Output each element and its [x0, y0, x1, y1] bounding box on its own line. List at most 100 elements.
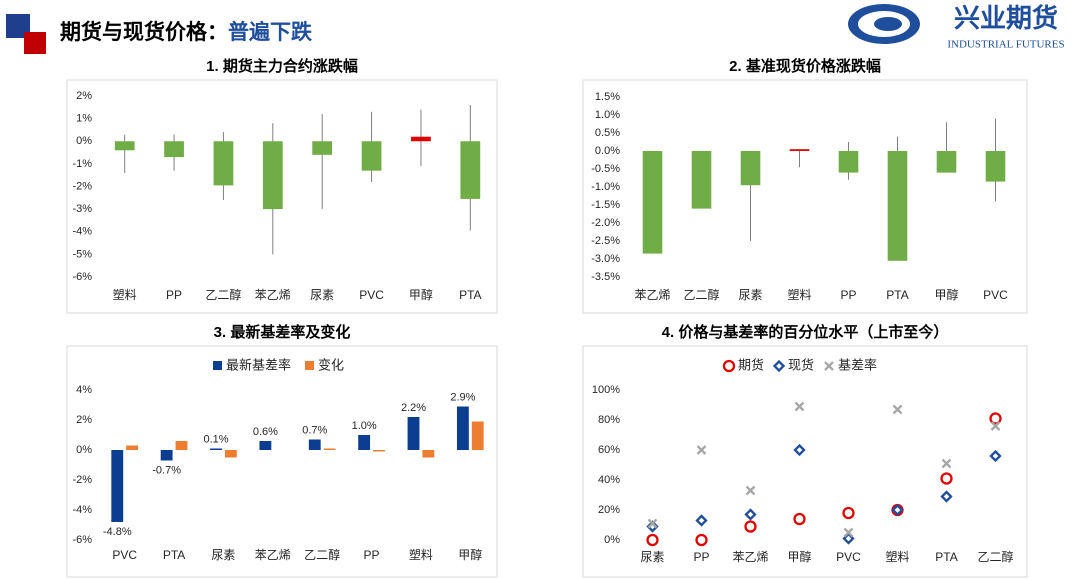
legend-marker — [722, 359, 736, 373]
scatter-point — [940, 472, 953, 485]
legend-swatch — [305, 361, 314, 370]
bar — [308, 439, 321, 450]
chart-title: 2. 基准现货价格涨跌幅 — [729, 57, 881, 75]
x-tick-label: 尿素 — [640, 550, 664, 564]
x-tick-label: 乙二醇 — [304, 547, 340, 562]
scatter-point — [891, 503, 904, 517]
bar — [126, 445, 139, 450]
bar — [262, 141, 283, 210]
x-tick-label: 塑料 — [113, 287, 137, 302]
logo-mark — [874, 17, 902, 31]
bar — [411, 136, 431, 142]
x-tick-label: PVC — [836, 550, 861, 564]
legend-label: 期货 — [738, 357, 764, 372]
bar — [936, 151, 957, 173]
y-tick-label: 0.5% — [595, 127, 620, 139]
x-tick-label: 塑料 — [787, 287, 811, 302]
bar — [111, 450, 124, 522]
chart-title: 4. 价格与基差率的百分位水平（上市至今） — [662, 323, 949, 341]
x-tick-label: PVC — [983, 288, 1008, 302]
y-tick-label: -1.0% — [591, 181, 620, 193]
logo-square — [24, 32, 46, 54]
legend-label: 现货 — [788, 357, 814, 372]
y-tick-label: -4% — [72, 226, 92, 238]
company-logo: 兴业期货 INDUSTRIAL FUTURES — [848, 3, 1065, 51]
x-tick-label: PP — [840, 288, 856, 302]
x-tick-label: 苯乙烯 — [732, 550, 768, 564]
bar — [838, 151, 859, 173]
bar — [407, 417, 420, 450]
x-tick-label: 塑料 — [885, 549, 909, 564]
x-tick-label: 尿素 — [738, 288, 762, 302]
scatter-point — [647, 518, 658, 529]
x-tick-label: PP — [693, 550, 709, 564]
y-tick-label: -3.5% — [591, 271, 620, 283]
slide-title: 期货与现货价格：普遍下跌 — [60, 20, 313, 44]
scatter-point — [646, 533, 659, 547]
y-tick-label: -4% — [72, 504, 92, 516]
bar — [460, 141, 481, 199]
y-tick-label: 1.0% — [595, 109, 620, 121]
y-tick-label: -1.5% — [591, 199, 620, 211]
legend-label: 最新基差率 — [226, 357, 291, 372]
bar — [642, 151, 663, 254]
x-tick-label: 苯乙烯 — [255, 288, 291, 302]
x-tick-label: 甲醇 — [787, 549, 811, 564]
y-tick-label: 1% — [76, 113, 92, 125]
data-label: -4.8% — [103, 526, 132, 538]
data-label: 2.9% — [450, 391, 475, 403]
y-tick-label: 0% — [604, 534, 620, 546]
bar — [160, 450, 173, 461]
x-tick-label: 苯乙烯 — [255, 548, 291, 562]
x-tick-label: PTA — [935, 550, 957, 564]
bar — [213, 141, 234, 186]
y-tick-label: 0.0% — [595, 145, 620, 157]
scatter-point — [744, 520, 757, 533]
legend-swatch — [213, 361, 222, 370]
x-tick-label: PTA — [163, 548, 185, 562]
bar — [456, 406, 469, 450]
bar — [361, 141, 382, 171]
y-tick-label: 4% — [76, 384, 92, 396]
x-tick-label: 乙二醇 — [683, 287, 719, 302]
y-tick-label: 0% — [76, 135, 92, 147]
scatter-point — [989, 449, 1002, 463]
bar — [789, 149, 810, 151]
scatter-point — [696, 445, 707, 455]
title-prefix: 期货与现货价格： — [60, 20, 228, 44]
scatter-point — [745, 485, 756, 496]
scatter-point — [695, 533, 708, 547]
bar — [175, 441, 188, 450]
data-label: 2.2% — [401, 402, 426, 414]
x-tick-label: PVC — [112, 548, 137, 562]
x-tick-label: 尿素 — [310, 288, 334, 302]
y-tick-label: -6% — [72, 271, 92, 283]
x-tick-label: 塑料 — [409, 547, 433, 562]
bar — [887, 151, 908, 261]
scatter-point — [744, 508, 757, 521]
scatter-point — [695, 514, 708, 527]
legend-label: 变化 — [318, 357, 344, 372]
logo-subtitle: INDUSTRIAL FUTURES — [947, 39, 1064, 51]
chart-frame — [66, 345, 498, 578]
y-tick-label: -3.0% — [591, 253, 620, 265]
y-tick-label: -2.5% — [591, 235, 620, 247]
x-tick-label: 乙二醇 — [205, 287, 241, 302]
y-tick-label: 60% — [598, 444, 620, 456]
x-tick-label: PP — [364, 548, 380, 562]
y-tick-label: 1.5% — [595, 91, 620, 103]
y-tick-label: 100% — [592, 384, 620, 396]
scatter-point — [990, 421, 1001, 431]
y-tick-label: 0% — [76, 444, 92, 456]
bar — [312, 141, 333, 155]
title-highlight: 普遍下跌 — [228, 20, 313, 44]
x-tick-label: PP — [166, 288, 182, 302]
scatter-point — [793, 443, 806, 457]
scatter-point — [941, 458, 952, 469]
y-tick-label: 40% — [598, 474, 620, 486]
x-tick-label: PVC — [359, 288, 384, 302]
y-tick-label: -2.0% — [591, 217, 620, 229]
y-tick-label: -0.5% — [591, 163, 620, 175]
data-label: 0.7% — [302, 424, 327, 436]
